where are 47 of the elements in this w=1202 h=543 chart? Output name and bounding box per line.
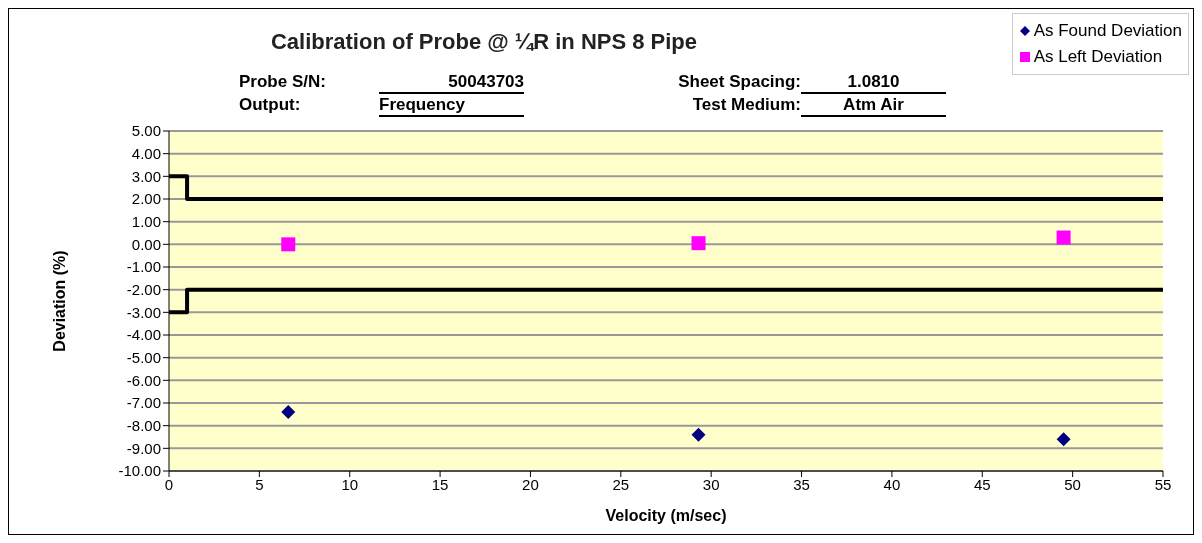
point bbox=[281, 237, 296, 252]
text: Output: bbox=[239, 94, 302, 115]
x-tick-label: 50 bbox=[1064, 475, 1081, 493]
y-tick-label: -3.00 bbox=[126, 303, 161, 321]
x-tick-label: 55 bbox=[1154, 475, 1172, 493]
point bbox=[281, 405, 296, 420]
x-tick-label: 5 bbox=[255, 475, 264, 493]
y-axis-title: Deviation (%) bbox=[50, 250, 68, 352]
y-tick-label: -4.00 bbox=[126, 326, 161, 344]
text: Probe S/N: bbox=[239, 71, 327, 92]
text: Test Medium: bbox=[691, 94, 801, 115]
y-tick-label: -10.00 bbox=[118, 462, 161, 480]
point bbox=[1056, 230, 1071, 245]
y-tick-label: 3.00 bbox=[131, 167, 161, 185]
x-tick-label: 30 bbox=[702, 475, 720, 493]
text: Sheet Spacing: bbox=[677, 71, 801, 92]
y-tick-label: 0.00 bbox=[131, 235, 161, 253]
y-tick-label: -2.00 bbox=[126, 280, 161, 298]
y-tick-label: 4.00 bbox=[131, 144, 161, 162]
text: Frequency bbox=[379, 94, 524, 117]
x-tick-label: 20 bbox=[522, 475, 539, 493]
y-tick-label: 1.00 bbox=[131, 212, 161, 230]
y-tick-label: -9.00 bbox=[126, 439, 161, 457]
x-tick-label: 35 bbox=[793, 475, 810, 493]
x-tick-label: 15 bbox=[431, 475, 449, 493]
chart-title: Calibration of Probe @ ¼R in NPS 8 Pipe bbox=[269, 29, 699, 55]
point bbox=[1056, 432, 1071, 447]
text: 50043703 bbox=[379, 71, 524, 94]
x-tick-label: 0 bbox=[164, 475, 174, 493]
x-tick-label: 10 bbox=[341, 475, 359, 493]
text: Atm Air bbox=[801, 94, 946, 117]
text: 1.0810 bbox=[801, 71, 946, 94]
x-tick-label: 25 bbox=[612, 475, 630, 493]
y-tick-label: 5.00 bbox=[131, 122, 161, 140]
y-tick-label: 2.00 bbox=[131, 190, 161, 208]
legend-label: As Left Deviation bbox=[1032, 46, 1164, 68]
y-tick-label: -6.00 bbox=[126, 371, 161, 389]
y-tick-label: -5.00 bbox=[126, 348, 161, 366]
x-tick-label: 45 bbox=[973, 475, 991, 493]
x-axis-title: Velocity (m/sec) bbox=[605, 507, 727, 524]
point bbox=[691, 427, 706, 442]
y-tick-label: -1.00 bbox=[126, 258, 161, 276]
y-tick-label: -7.00 bbox=[126, 394, 161, 412]
x-tick-label: 40 bbox=[883, 475, 901, 493]
legend-label: As Found Deviation bbox=[1032, 20, 1182, 42]
y-tick-label: -8.00 bbox=[126, 416, 161, 434]
point bbox=[691, 236, 706, 251]
